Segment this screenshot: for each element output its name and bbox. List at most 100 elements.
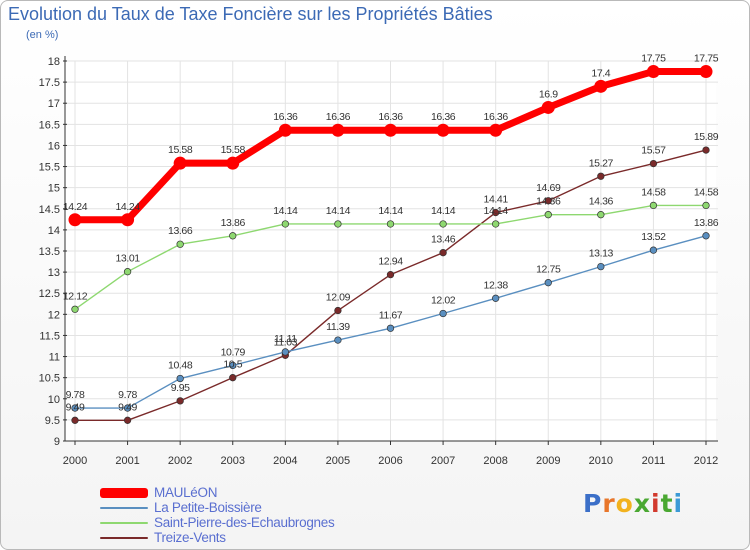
x-tick-label: 2007 [431, 455, 455, 467]
data-point [334, 336, 342, 344]
brand-letter: t [660, 489, 674, 518]
data-label: 12.38 [484, 279, 509, 291]
series-layer [68, 65, 713, 424]
x-tick-label: 2006 [378, 455, 402, 467]
y-tick-label: 12.5 [39, 288, 60, 300]
x-tick-label: 2010 [589, 455, 613, 467]
y-tick-label: 11 [49, 352, 60, 364]
data-point [278, 123, 292, 137]
data-labels: 14.24 14.24 15.58 15.58 16.36 16.36 16.36 16.36… [63, 53, 719, 414]
brand-letter: i [651, 489, 661, 518]
data-label: 9.95 [171, 382, 190, 394]
data-point [649, 201, 658, 210]
chart-title: Evolution du Taux de Taxe Foncière sur l… [8, 4, 493, 24]
brand-letter: i [673, 489, 684, 518]
legend-swatch [100, 487, 148, 498]
y-tick-label: 17.5 [39, 77, 60, 89]
x-tick-label: 2008 [483, 455, 507, 467]
y-tick-label: 16.5 [39, 119, 60, 131]
data-label: 14.14 [378, 205, 403, 217]
data-point [489, 123, 503, 137]
y-tick-label: 18 [48, 56, 60, 68]
data-point [439, 249, 447, 257]
data-point [702, 146, 710, 154]
legend: MAULéON La Petite-Boissière Saint-Pierre-d… [100, 485, 335, 545]
y-tick-label: 15.5 [39, 162, 60, 174]
data-label: 11.67 [379, 309, 403, 321]
data-point [597, 172, 605, 180]
data-point [544, 279, 552, 287]
data-point [334, 306, 342, 315]
data-label: 15.58 [168, 144, 193, 156]
data-point [229, 232, 237, 240]
y-tick-label: 13.5 [39, 246, 60, 258]
data-label: 14.36 [536, 196, 561, 208]
data-point [492, 220, 500, 228]
data-point [702, 201, 710, 210]
y-tick-label: 14 [48, 225, 60, 237]
data-point [68, 213, 82, 227]
data-label: 12.12 [63, 290, 88, 302]
data-point [384, 123, 397, 137]
data-point [71, 416, 79, 424]
data-label: 16.36 [326, 111, 351, 123]
x-tick-label: 2012 [694, 455, 718, 467]
data-label: 14.69 [536, 182, 561, 194]
data-label: 16.9 [539, 88, 558, 100]
data-label: 17.4 [591, 67, 610, 79]
axes: 9 9.5 10 10.5 11 11.5 12 12.5 13 13.5 14 14.5 15 15.5… [39, 56, 718, 467]
y-tick-label: 13 [48, 267, 60, 279]
data-point [541, 100, 555, 114]
legend-label: La Petite-Boissière [154, 500, 262, 515]
data-point [649, 246, 658, 254]
legend-item: Saint-Pierre-des-Echaubrognes [100, 515, 335, 530]
x-tick-label: 2003 [221, 455, 245, 467]
data-label: 14.24 [115, 201, 140, 213]
data-label: 12.75 [536, 264, 561, 276]
data-label: 14.58 [641, 186, 666, 198]
data-label: 13.86 [694, 217, 719, 229]
y-tick-label: 16 [48, 140, 60, 152]
legend-label: Treize-Vents [154, 530, 226, 545]
data-point [281, 348, 289, 356]
data-label: 13.52 [641, 231, 666, 243]
x-tick-label: 2009 [536, 455, 560, 467]
data-label: 14.14 [326, 205, 351, 217]
legend-label: Saint-Pierre-des-Echaubrognes [154, 515, 335, 530]
data-label: 14.14 [431, 205, 456, 217]
legend-label: MAULéON [154, 485, 218, 500]
data-point [386, 270, 395, 279]
data-point [492, 208, 500, 217]
brand-letter: r [602, 489, 616, 518]
data-label: 9.78 [118, 389, 137, 401]
data-point [226, 156, 240, 170]
data-point [436, 123, 450, 137]
data-label: 9.49 [66, 401, 85, 413]
brand-logo: Proxiti [583, 489, 683, 518]
data-point [386, 324, 395, 332]
brand-letter: x [633, 489, 651, 518]
y-tick-label: 15 [48, 183, 60, 195]
x-tick-label: 2005 [326, 455, 350, 467]
legend-swatch [100, 521, 148, 524]
data-label: 15.27 [589, 157, 614, 169]
y-tick-label: 12 [48, 309, 60, 321]
legend-swatch [100, 536, 148, 539]
data-point [649, 159, 658, 168]
legend-item: MAULéON [100, 485, 334, 500]
y-tick-label: 10 [48, 394, 60, 406]
data-point [176, 374, 184, 383]
data-point [597, 211, 605, 219]
y-tick-label: 9.5 [45, 415, 60, 427]
data-point [334, 220, 342, 228]
data-label: 11.39 [326, 321, 350, 333]
data-label: 13.13 [589, 248, 614, 260]
data-label: 15.58 [221, 144, 246, 156]
data-label: 11.11 [274, 333, 297, 345]
data-point [699, 65, 713, 79]
y-tick-label: 9 [54, 436, 60, 448]
y-tick-label: 11.5 [39, 330, 60, 342]
data-label: 10.48 [168, 360, 193, 372]
chart-unit-label: (en %) [26, 29, 59, 41]
